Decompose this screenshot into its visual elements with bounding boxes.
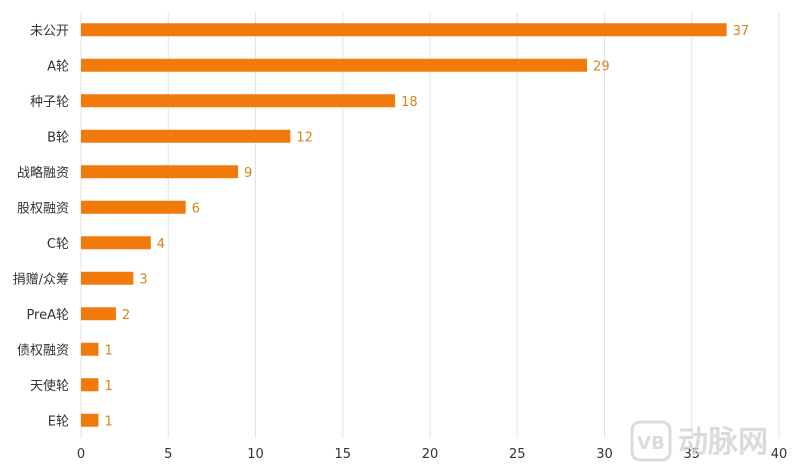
x-axis-tick-labels: 0 5 10 15 20 25 30 35 40: [77, 447, 787, 462]
gridlines: [80, 12, 780, 438]
vb-logo-badge: [630, 420, 672, 462]
vb-logo-mark: VB: [637, 433, 665, 454]
bar: [81, 236, 151, 250]
x-tick-label: 15: [334, 447, 351, 462]
data-label: 18: [401, 95, 418, 110]
data-label: 3: [139, 272, 147, 287]
x-tick-label: 40: [771, 447, 788, 462]
bar: [81, 271, 134, 285]
value-labels: 37 29 18 12 9 6 4 3 2 1 1 1: [104, 24, 749, 430]
category-label: B轮: [47, 130, 69, 145]
bar: [81, 378, 99, 392]
category-label: 捐赠/众筹: [13, 271, 69, 287]
category-label: C轮: [47, 237, 69, 252]
category-label: A轮: [47, 59, 69, 74]
bar: [81, 129, 291, 143]
x-tick-label: 30: [596, 447, 613, 462]
category-label: 战略融资: [17, 165, 69, 181]
category-label: 种子轮: [30, 95, 69, 110]
x-tick-label: 10: [247, 447, 264, 462]
category-label: 债权融资: [17, 342, 69, 358]
category-label: 股权融资: [17, 200, 69, 216]
category-label: PreA轮: [26, 308, 69, 323]
bar: [81, 94, 396, 108]
data-label: 37: [733, 24, 750, 39]
bar: [81, 165, 239, 179]
data-label: 1: [104, 343, 112, 358]
x-tick-label: 0: [77, 447, 85, 462]
data-label: 29: [593, 59, 610, 74]
x-tick-label: 25: [509, 447, 526, 462]
bars: [81, 23, 727, 427]
data-label: 9: [244, 166, 252, 181]
dongmaiwang-watermark-logo: VB 动脉网: [630, 420, 768, 462]
category-label: 天使轮: [30, 378, 69, 394]
x-tick-label: 35: [683, 447, 700, 462]
bar: [81, 307, 116, 321]
bar: [81, 200, 186, 214]
category-label: 未公开: [30, 24, 69, 39]
category-label: E轮: [48, 414, 69, 429]
bar: [81, 58, 588, 72]
data-label: 1: [104, 379, 112, 394]
data-label: 6: [192, 201, 200, 216]
x-tick-label: 5: [164, 447, 172, 462]
data-label: 4: [157, 237, 165, 252]
bar: [81, 23, 727, 37]
bar: [81, 413, 99, 427]
data-label: 1: [104, 414, 112, 429]
data-label: 2: [122, 308, 130, 323]
watermark-brand-text: 动脉网: [678, 425, 768, 460]
bar: [81, 342, 99, 356]
x-tick-label: 20: [422, 447, 439, 462]
data-label: 12: [296, 130, 313, 145]
